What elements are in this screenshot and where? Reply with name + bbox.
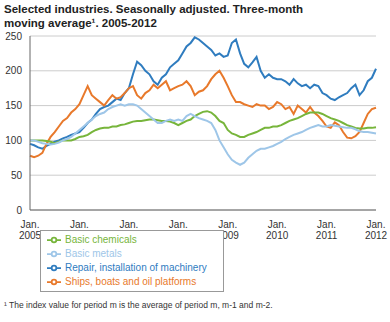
svg-text:2012: 2012 [365, 230, 382, 241]
svg-text:Jan.: Jan. [119, 219, 138, 230]
svg-text:50: 50 [11, 170, 23, 181]
svg-text:Jan.: Jan. [367, 219, 382, 230]
svg-text:Jan.: Jan. [70, 219, 89, 230]
svg-text:Jan.: Jan. [218, 219, 237, 230]
svg-text:Jan.: Jan. [21, 219, 40, 230]
svg-text:Jan.: Jan. [169, 219, 188, 230]
svg-text:2010: 2010 [266, 230, 289, 241]
svg-text:100: 100 [8, 135, 22, 146]
svg-text:2006: 2006 [68, 230, 91, 241]
svg-text:0: 0 [16, 205, 22, 216]
svg-text:2007: 2007 [118, 230, 141, 241]
svg-text:150: 150 [8, 100, 22, 111]
svg-text:250: 250 [8, 31, 22, 42]
svg-text:2011: 2011 [316, 230, 338, 241]
svg-text:200: 200 [8, 65, 22, 76]
svg-text:Jan.: Jan. [268, 219, 287, 230]
svg-text:2009: 2009 [217, 230, 240, 241]
svg-text:2005: 2005 [19, 230, 42, 241]
svg-text:Jan.: Jan. [317, 219, 336, 230]
svg-text:2008: 2008 [167, 230, 190, 241]
